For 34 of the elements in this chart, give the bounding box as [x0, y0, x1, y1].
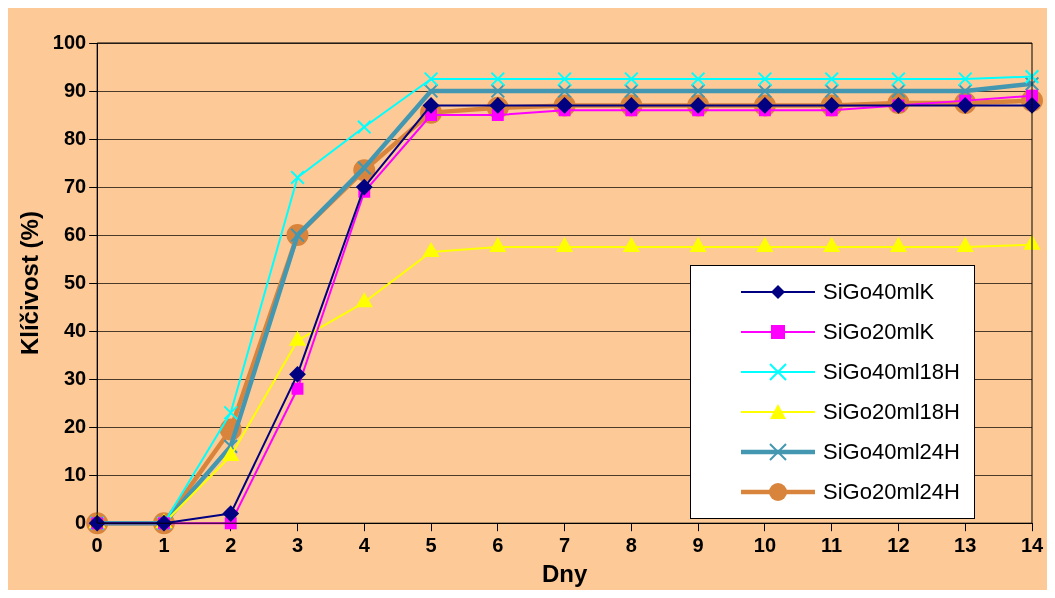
y-tick-label: 40 [63, 318, 87, 341]
x-tick-label: 5 [425, 533, 437, 556]
x-tick-label: 7 [559, 533, 571, 556]
legend-label: SiGo40ml24H [823, 439, 960, 465]
y-tick-label: 80 [63, 126, 87, 149]
x-tick-label: 8 [625, 533, 637, 556]
x-tick-label: 9 [692, 533, 704, 556]
y-tick-label: 0 [75, 510, 87, 533]
legend-label: SiGo20ml24H [823, 479, 960, 505]
legend-label: SiGo40mlK [823, 279, 935, 305]
y-tick-label: 60 [63, 222, 87, 245]
x-tick-label: 0 [91, 533, 103, 556]
y-tick-label: 10 [63, 462, 87, 485]
y-axis-title: Klíčivost (%) [16, 211, 44, 356]
x-axis-title: Dny [541, 560, 588, 588]
x-tick-label: 4 [358, 533, 371, 556]
x-tick-label: 12 [887, 533, 910, 556]
x-tick-label: 14 [1020, 533, 1044, 556]
x-tick-label: 2 [225, 533, 237, 556]
x-tick-label: 3 [291, 533, 304, 556]
x-tick-label: 6 [492, 533, 504, 556]
y-tick-label: 20 [63, 414, 87, 437]
y-tick-label: 50 [63, 270, 87, 293]
x-tick-label: 13 [954, 533, 977, 556]
y-tick-label: 70 [63, 174, 87, 197]
x-tick-label: 1 [158, 533, 170, 556]
legend-label: SiGo40ml18H [823, 359, 960, 385]
x-tick-label: 10 [753, 533, 777, 556]
y-tick-label: 100 [52, 30, 87, 53]
x-tick-label: 11 [821, 533, 843, 556]
y-tick-label: 30 [63, 366, 87, 389]
legend-label: SiGo20mlK [823, 319, 935, 345]
legend-label: SiGo20ml18H [823, 399, 960, 425]
y-tick-label: 90 [63, 78, 87, 101]
